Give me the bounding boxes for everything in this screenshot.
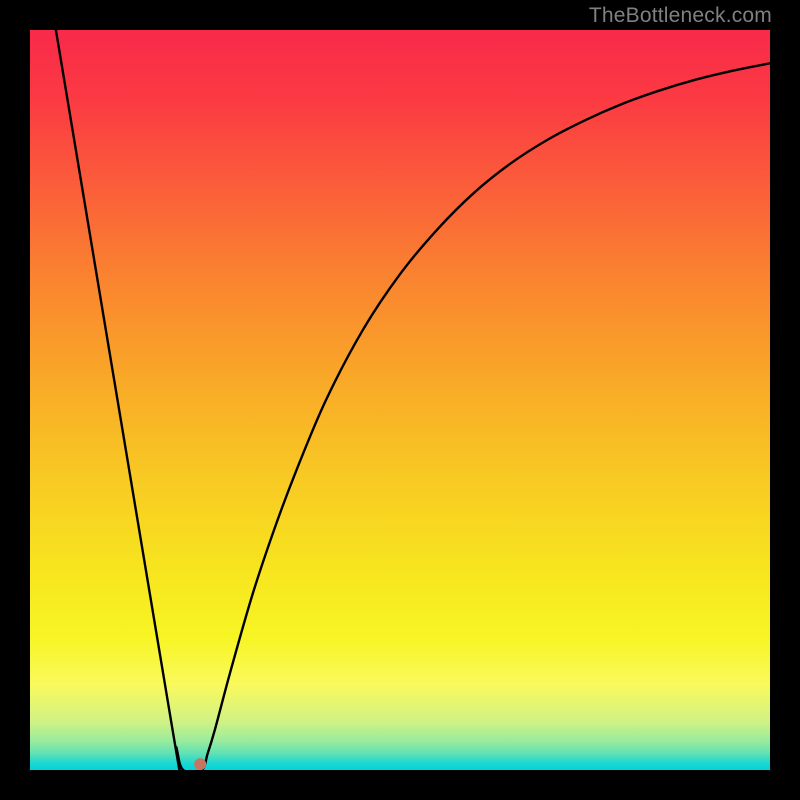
watermark-text: TheBottleneck.com bbox=[589, 4, 772, 28]
optimum-marker bbox=[194, 758, 206, 770]
plot-background bbox=[30, 30, 770, 770]
chart-frame bbox=[0, 0, 800, 800]
chart-svg bbox=[0, 0, 800, 800]
